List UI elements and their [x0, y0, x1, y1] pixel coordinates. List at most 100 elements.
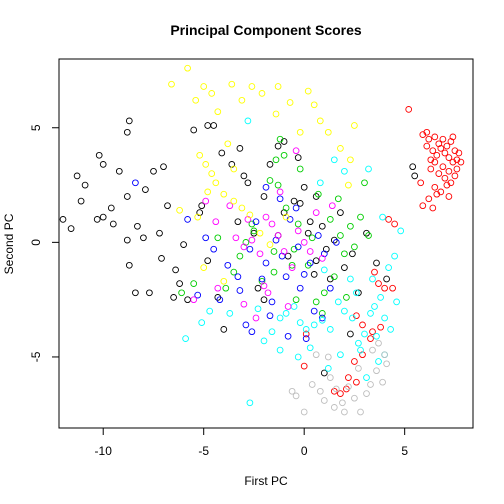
data-point — [316, 387, 324, 395]
data-point — [345, 374, 352, 381]
data-point — [280, 248, 288, 255]
data-point — [441, 149, 449, 157]
data-point — [349, 250, 356, 258]
data-point — [304, 87, 312, 95]
data-point — [164, 202, 171, 210]
data-point — [437, 145, 445, 152]
data-point — [312, 351, 320, 359]
data-point — [274, 181, 282, 189]
data-point — [290, 197, 298, 205]
data-point — [375, 339, 382, 347]
data-point — [282, 213, 290, 221]
data-point — [375, 358, 382, 365]
x-axis: -10 -5 0 5 — [95, 428, 408, 458]
data-point — [351, 394, 358, 402]
data-point — [244, 216, 252, 223]
y-tick-label: 0 — [29, 239, 43, 246]
data-point — [310, 321, 318, 329]
data-point — [343, 385, 350, 393]
data-point — [431, 133, 439, 141]
data-point — [212, 179, 220, 187]
data-point — [264, 289, 272, 297]
data-point — [220, 277, 228, 285]
data-point — [320, 397, 328, 404]
data-point — [200, 264, 208, 271]
data-point — [214, 234, 222, 242]
data-point — [397, 227, 405, 235]
data-point — [276, 195, 284, 203]
data-point — [341, 250, 348, 258]
data-point — [304, 261, 312, 269]
data-point — [150, 167, 157, 175]
data-point — [216, 296, 224, 304]
data-point — [170, 294, 177, 301]
data-point — [355, 339, 362, 347]
data-point — [443, 181, 451, 189]
data-point — [449, 133, 457, 141]
chart-title: Principal Component Scores — [170, 22, 362, 38]
data-point — [115, 167, 123, 175]
data-point — [246, 211, 254, 219]
data-point — [324, 128, 332, 136]
series-1 — [300, 106, 465, 397]
data-point — [276, 346, 284, 354]
data-point — [190, 280, 198, 287]
data-point — [443, 142, 451, 150]
data-point — [292, 204, 300, 212]
data-point — [318, 316, 326, 324]
data-point — [224, 261, 232, 269]
data-point — [457, 158, 465, 166]
data-point — [182, 335, 189, 342]
data-point — [192, 96, 200, 104]
data-point — [381, 351, 388, 359]
data-point — [246, 245, 254, 253]
data-point — [334, 195, 342, 203]
series-0 — [59, 117, 419, 377]
data-point — [252, 218, 260, 226]
data-point — [288, 261, 296, 269]
data-point — [109, 220, 117, 228]
data-point — [222, 284, 230, 292]
data-point — [260, 282, 268, 290]
series-4 — [182, 117, 405, 407]
data-point — [258, 275, 266, 283]
data-point — [242, 321, 250, 329]
data-point — [363, 390, 370, 397]
data-point — [318, 255, 326, 262]
data-point — [455, 149, 463, 157]
data-point — [367, 310, 374, 317]
data-point — [326, 326, 334, 333]
data-point — [244, 179, 252, 187]
data-point — [125, 261, 133, 269]
data-point — [405, 106, 413, 113]
x-tick-label: -10 — [95, 444, 113, 458]
data-point — [314, 232, 322, 239]
data-point — [431, 183, 439, 191]
data-point — [326, 216, 334, 223]
data-point — [140, 234, 147, 242]
data-point — [132, 179, 139, 187]
data-point — [248, 83, 256, 90]
data-point — [59, 216, 67, 223]
data-point — [337, 390, 344, 397]
data-point — [316, 117, 324, 125]
data-point — [288, 264, 296, 271]
data-point — [332, 239, 340, 246]
data-point — [194, 291, 202, 299]
data-point — [296, 319, 304, 326]
data-point — [365, 232, 372, 239]
data-point — [385, 264, 392, 271]
data-point — [347, 275, 354, 283]
data-point — [184, 216, 191, 223]
data-point — [274, 232, 282, 239]
data-point — [248, 328, 256, 336]
data-point — [332, 385, 340, 393]
data-point — [439, 163, 447, 171]
data-point — [238, 96, 246, 104]
data-point — [73, 172, 81, 180]
data-point — [256, 229, 264, 237]
data-point — [387, 326, 394, 333]
data-point — [312, 257, 320, 265]
data-point — [300, 239, 308, 246]
data-point — [132, 289, 139, 297]
